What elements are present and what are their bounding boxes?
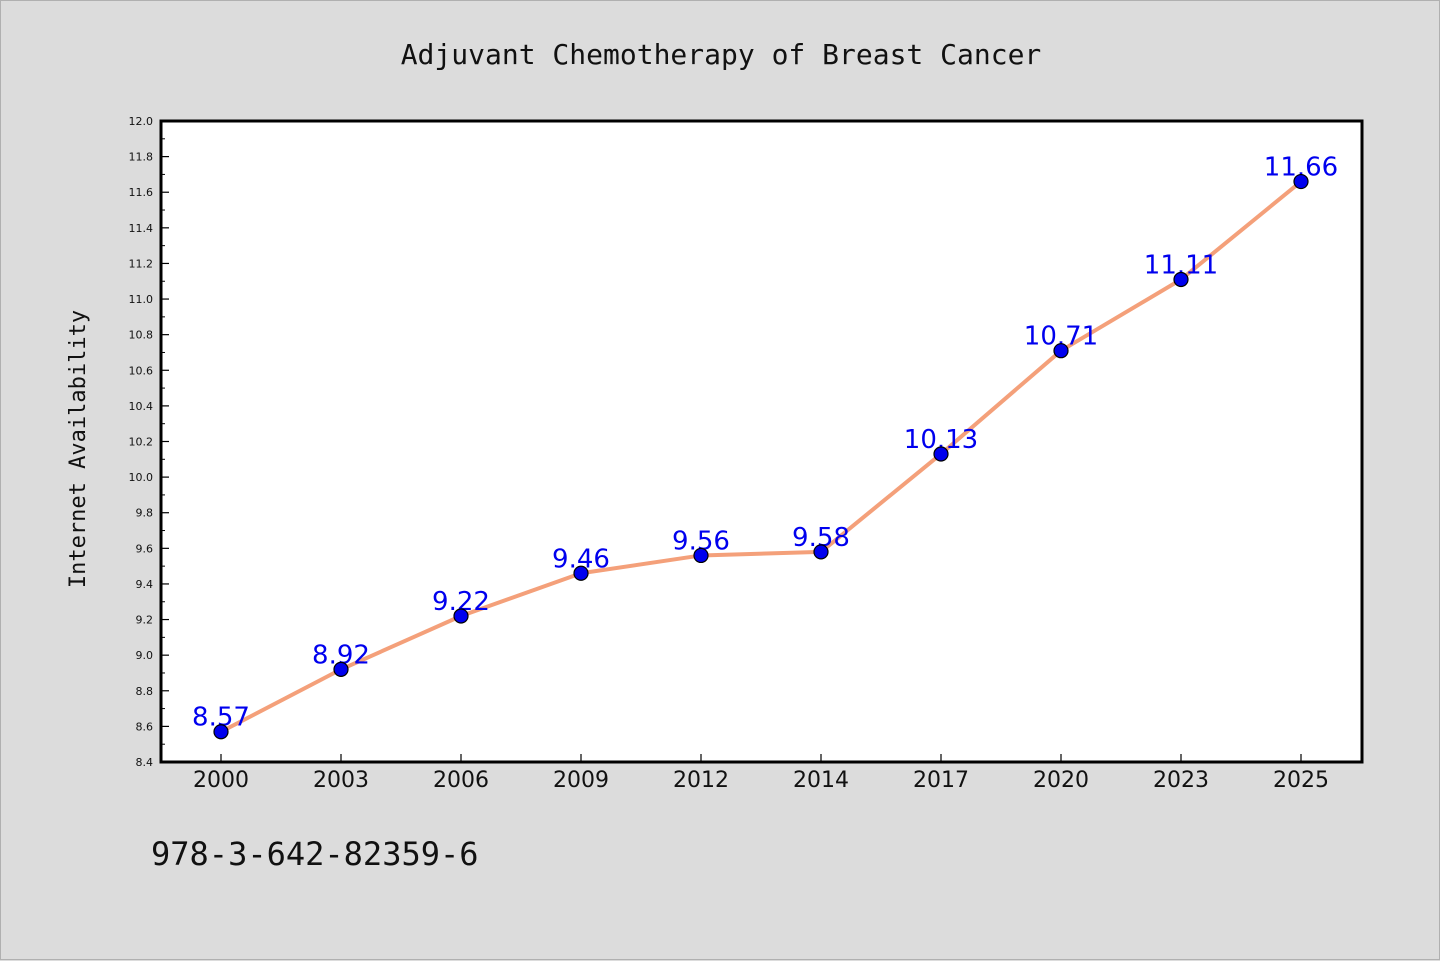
data-point-marker <box>813 544 829 560</box>
data-point-marker <box>453 608 469 624</box>
y-tick-label: 10.8 <box>129 329 154 342</box>
y-tick-label: 9.4 <box>136 578 154 591</box>
data-point-marker <box>333 661 349 678</box>
y-axis-ticks: 8.4 8.6 8.8 9.0 9.2 9.4 9.6 9.8 10.0 10.2 10.4 10.6… <box>129 115 169 769</box>
y-tick-label: 10.6 <box>129 364 154 377</box>
data-point-marker <box>213 724 229 740</box>
data-point-marker <box>933 446 949 462</box>
series-line <box>220 179 1303 734</box>
y-tick-label: 8.6 <box>136 720 154 733</box>
plot-area <box>159 119 1364 764</box>
y-tick-label: 9.0 <box>136 649 154 662</box>
y-tick-label: 11.6 <box>129 186 154 199</box>
y-tick-label: 10.4 <box>129 400 154 413</box>
y-tick-label: 9.8 <box>136 507 154 520</box>
y-tick-label: 8.8 <box>136 685 154 698</box>
x-axis-ticks: 2000 2003 2006 2009 2012 2014 2017 2020 2023 2025 <box>193 754 1329 793</box>
data-point-marker <box>693 547 709 564</box>
x-tick-label: 2003 <box>313 768 369 793</box>
y-tick-label: 11.2 <box>129 257 154 270</box>
y-axis-label: Internet Availability <box>66 310 91 588</box>
data-point-marker <box>1053 343 1069 359</box>
isbn-footer: 978-3-642-82359-6 <box>151 835 479 873</box>
x-tick-label: 2012 <box>673 768 729 793</box>
x-tick-label: 2006 <box>433 768 489 793</box>
y-tick-label: 10.2 <box>129 436 154 449</box>
data-point-marker <box>573 565 589 581</box>
data-point-marker <box>1293 173 1309 190</box>
x-tick-label: 2020 <box>1033 768 1089 793</box>
x-tick-label: 2023 <box>1153 768 1209 793</box>
y-tick-label: 11.8 <box>129 151 154 164</box>
x-tick-label: 2025 <box>1273 768 1329 793</box>
y-tick-label: 8.4 <box>136 756 154 769</box>
x-tick-label: 2014 <box>793 768 849 793</box>
y-tick-label: 12.0 <box>129 115 154 128</box>
y-tick-label: 11.0 <box>129 293 154 306</box>
x-tick-label: 2017 <box>913 768 969 793</box>
x-tick-label: 2000 <box>193 768 249 793</box>
y-tick-label: 9.2 <box>136 614 154 627</box>
y-tick-label: 11.4 <box>129 222 154 235</box>
series-layer: 8.578.929.229.469.56 9.5810.1310.7111.111… <box>192 153 1338 740</box>
y-tick-label: 10.0 <box>129 471 154 484</box>
x-tick-label: 2009 <box>553 768 609 793</box>
data-point-marker <box>1173 271 1189 288</box>
y-tick-label: 9.6 <box>136 542 154 555</box>
chart-title: Adjuvant Chemotherapy of Breast Cancer <box>401 38 1042 71</box>
